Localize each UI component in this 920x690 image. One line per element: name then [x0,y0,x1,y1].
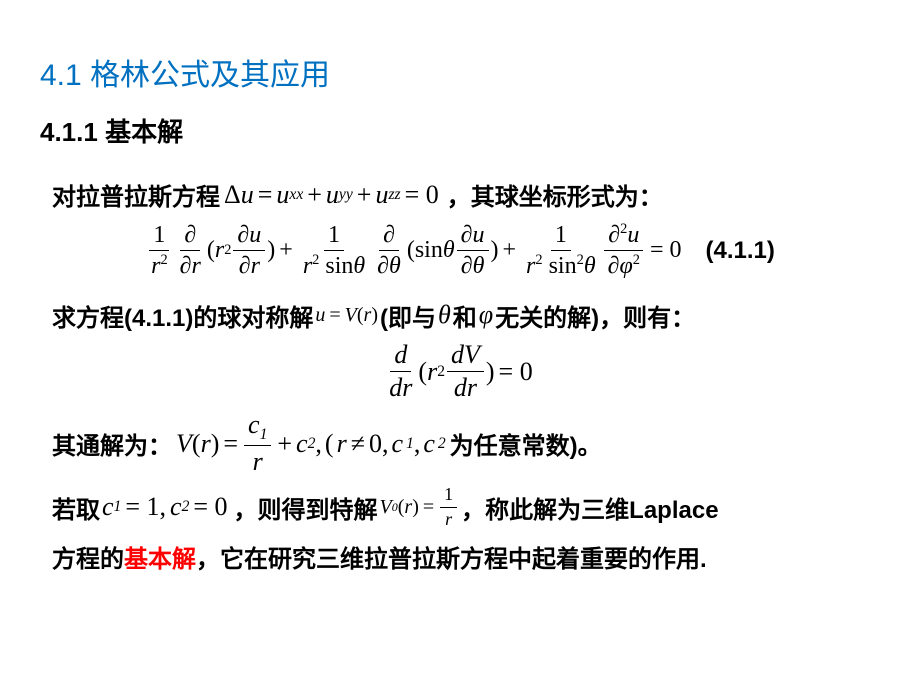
subsection-title-text: 基本解 [105,117,183,147]
frac-dV-dr: dV dr [447,341,484,403]
line-general-solution: 其通解为： V(r) = c1 r + c2 , (r ≠ 0, c1, c2 … [52,411,880,477]
line-fundamental-solution: 方程的 基本解 ，它在研究三维拉普拉斯方程中起着重要的作用. [52,539,880,574]
eq-laplace: Δu = uxx + uyy + uzz = 0 [224,180,443,210]
text: ，称此解为三维Laplace [461,490,718,525]
text: 为任意常数)。 [450,426,602,461]
line-particular-solution: 若取 c1 = 1, c2 = 0 ，则得到特解 V0(r) = 1 r ，称此… [52,485,880,530]
text: ，则得到特解 [234,490,378,525]
text: 求方程(4.1.1)的球对称解 [52,298,313,333]
text-pre: 对拉普拉斯方程 [52,177,220,212]
equation-ode: d dr ( r2 dV dr ) = 0 [40,341,880,403]
section-title-text: 格林公式及其应用 [90,59,330,92]
text: (即与 [380,298,436,333]
eq-ode-body: d dr ( r2 dV dr ) = 0 [383,341,536,403]
frac-d2u-dphi2: ∂2u ∂φ2 [604,222,644,280]
frac-du-dtheta: ∂u ∂θ [457,222,489,280]
frac-1-r2: 1 r2 [147,222,172,280]
sym-theta: θ [438,300,451,330]
eq-Vr-general: V(r) = c1 r + c2 , (r ≠ 0, c1, c2 [176,411,446,477]
section-title: 4.1 格林公式及其应用 [40,50,880,94]
frac-d-dtheta: ∂ ∂θ [373,222,405,280]
text: ，它在研究三维拉普拉斯方程中起着重要的作用. [196,539,707,574]
text: ，则有： [599,298,695,333]
text: 无关的解) [495,298,599,333]
frac-1-r2sin: 1 r2 sinθ [299,222,369,280]
eq-V0: V0(r) = 1 r [380,485,460,530]
line-laplace-intro: 对拉普拉斯方程 Δu = uxx + uyy + uzz = 0 ，其球坐标形式… [52,177,880,212]
frac-d-dr-2: d dr [385,341,416,403]
slide-page: 4.1 格林公式及其应用 4.1.1 基本解 对拉普拉斯方程 Δu = uxx … [0,0,920,612]
line-spherical-sym: 求方程(4.1.1)的球对称解 u = V(r) (即与 θ 和 φ 无关的解)… [52,298,880,333]
text: 和 [453,298,477,333]
text: 其通解为： [52,426,172,461]
subsection-title: 4.1.1 基本解 [40,112,880,149]
equation-411: 1 r2 ∂ ∂r ( r2 ∂u ∂r ) + 1 r2 sinθ ∂ ∂θ [40,222,880,280]
eq-411-body: 1 r2 ∂ ∂r ( r2 ∂u ∂r ) + 1 r2 sinθ ∂ ∂θ [145,222,685,280]
text: 方程的 [52,539,124,574]
eq-c1-c2: c1 = 1, c2 = 0 [102,492,232,522]
frac-1-r: 1 r [440,485,457,530]
frac-d-dr-1: ∂ ∂r [176,222,205,280]
section-number: 4.1 [40,59,82,92]
frac-1-r2sin2: 1 r2 sin2θ [522,222,600,280]
frac-du-dr: ∂u ∂r [233,222,265,280]
eq-u-Vr: u = V(r) [315,304,378,327]
text: 若取 [52,490,100,525]
subsection-number: 4.1.1 [40,117,98,147]
sym-phi: φ [479,300,493,330]
text-post: ，其球坐标形式为： [447,177,663,212]
highlight-fundamental: 基本解 [124,539,196,574]
eq-label-411: (4.1.1) [706,237,775,265]
frac-c1-r: c1 r [244,411,271,477]
